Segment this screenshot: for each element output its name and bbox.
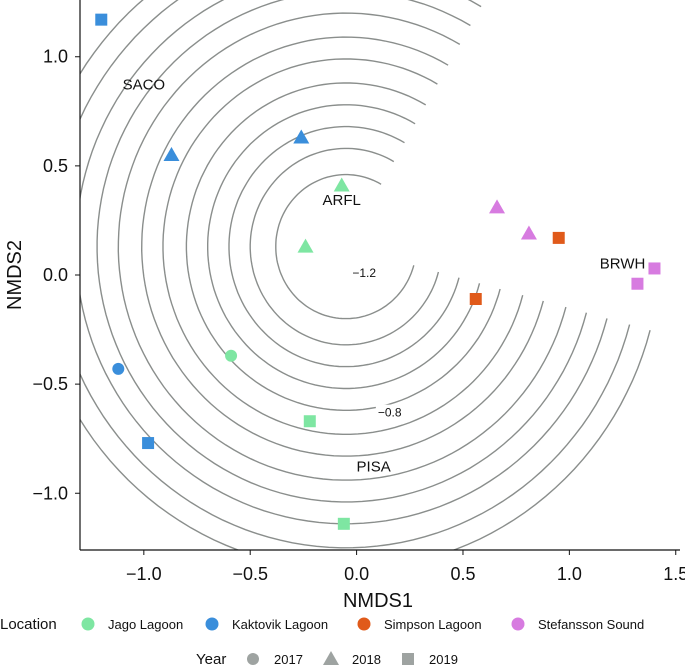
contour-line-3 — [228, 125, 460, 368]
contour-line-9 — [96, 0, 588, 503]
x-tick-label: −0.5 — [232, 564, 268, 584]
legend-year-key — [402, 653, 414, 665]
data-point-15 — [552, 231, 565, 244]
y-tick-label: 1.0 — [43, 47, 68, 67]
data-point-9 — [303, 415, 316, 428]
contour-line-7 — [140, 36, 544, 457]
y-tick-label: −1.0 — [32, 483, 68, 503]
legend-year-label: 2017 — [274, 652, 303, 667]
legend-location: Location Jago Lagoon Kaktovik Lagoon Simps… — [0, 616, 644, 633]
legend-year-key — [247, 653, 259, 665]
data-point-14 — [631, 277, 644, 290]
data-points — [95, 13, 661, 530]
legend-year-label: 2018 — [352, 652, 381, 667]
x-tick-label: 1.5 — [663, 564, 685, 584]
legend-year-title: Year — [196, 651, 226, 667]
legend-location-title: Location — [0, 616, 57, 633]
data-point-1 — [95, 13, 108, 26]
data-point-2 — [163, 146, 180, 161]
contour-line-5 — [185, 82, 501, 411]
contour-lines — [80, 0, 651, 550]
species-label-pisa: PISA — [357, 458, 391, 475]
contour-label-2: −0.8 — [378, 406, 402, 420]
species-label-arfl: ARFL — [323, 192, 361, 209]
data-point-16 — [469, 293, 482, 306]
legend-year-key — [323, 651, 339, 665]
contour-label-background-1 — [350, 265, 387, 280]
y-tick-label: 0.5 — [43, 156, 68, 176]
contour-line-4 — [207, 104, 481, 390]
legend-location-label: Simpson Lagoon — [384, 617, 482, 632]
species-labels: SACO ARFL BRWH PISA — [123, 76, 646, 475]
species-label-saco: SACO — [123, 76, 166, 93]
contour-line-11 — [80, 0, 631, 549]
data-point-11 — [489, 199, 506, 214]
x-tick-label: 0.0 — [344, 564, 369, 584]
data-point-3 — [293, 129, 310, 144]
contour-label-background-2 — [375, 404, 412, 420]
data-point-6 — [333, 177, 350, 192]
contour-label-1: −1.2 — [352, 266, 376, 280]
y-axis-title: NMDS2 — [4, 240, 26, 310]
data-point-7 — [297, 238, 314, 253]
data-point-5 — [142, 437, 155, 450]
data-point-4 — [112, 362, 125, 375]
contour-line-2 — [249, 147, 440, 346]
legend-year-label: 2019 — [429, 652, 458, 667]
data-point-12 — [520, 225, 537, 240]
y-tick-label: 0.0 — [43, 265, 68, 285]
legend-location-key — [81, 617, 95, 631]
contour-line-6 — [162, 58, 524, 435]
contour-labels: −1.2 −0.8 — [350, 265, 412, 420]
legend-location-key — [205, 617, 219, 631]
legend-location-key — [357, 617, 371, 631]
contour-line-10 — [80, 0, 608, 525]
legend-location-label: Stefansson Sound — [538, 617, 644, 632]
x-axis-title: NMDS1 — [343, 590, 413, 612]
legend-year: Year 2017 2018 2019 — [196, 651, 458, 667]
contour-line-12 — [80, 0, 651, 550]
data-point-13 — [648, 262, 661, 275]
data-point-10 — [337, 517, 350, 530]
legend-location-key — [511, 617, 525, 631]
legend-location-label: Jago Lagoon — [108, 617, 183, 632]
data-point-8 — [225, 349, 238, 362]
species-label-brwh: BRWH — [600, 255, 646, 272]
y-tick-label: −0.5 — [32, 374, 68, 394]
contour-line-8 — [117, 12, 567, 481]
axes: −1.0 −0.5 0.0 0.5 1.0 1.5 −1.0 −0.5 0.0 0.5 1.0 — [32, 0, 685, 584]
legend-location-label: Kaktovik Lagoon — [232, 617, 328, 632]
x-tick-label: −1.0 — [126, 564, 162, 584]
x-tick-label: 1.0 — [557, 564, 582, 584]
contour-line-1 — [275, 173, 415, 320]
x-tick-label: 0.5 — [450, 564, 475, 584]
